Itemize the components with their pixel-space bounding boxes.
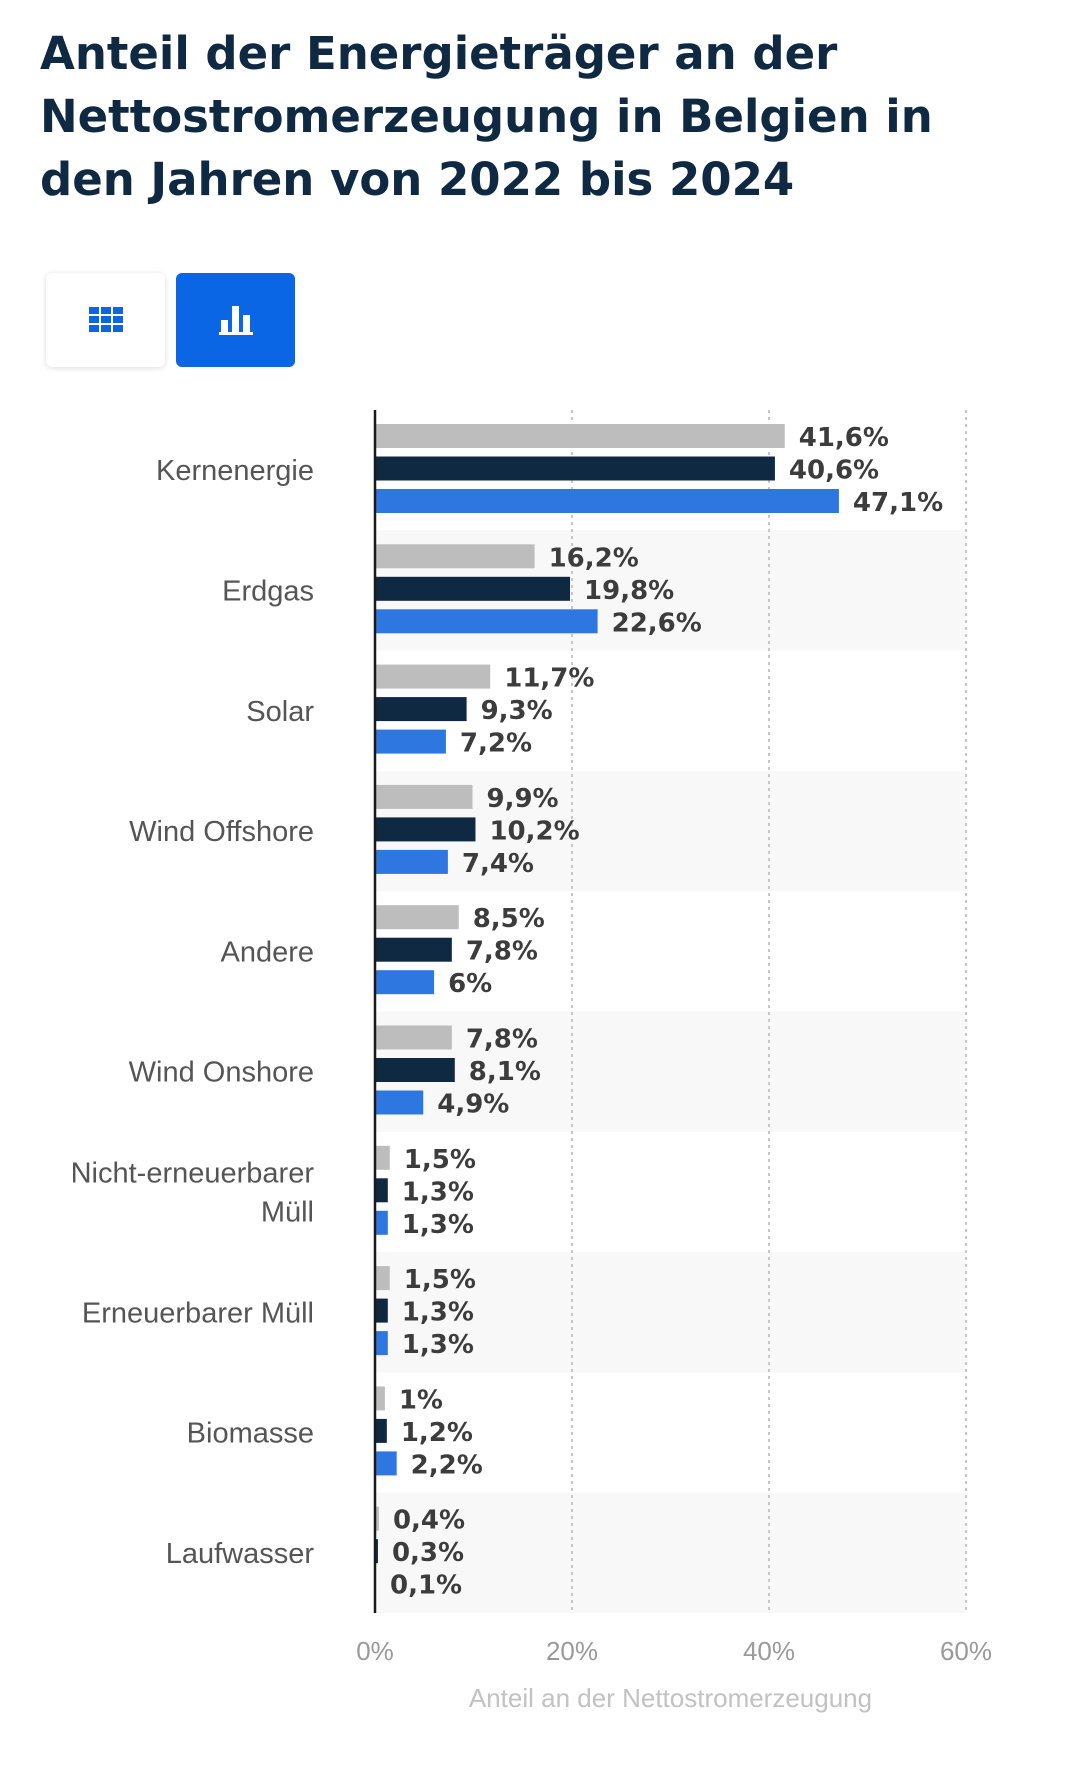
data-label: 0,1% (390, 1571, 462, 1601)
data-label: 8,5% (473, 904, 545, 934)
bar (375, 1210, 388, 1235)
bar (375, 729, 446, 754)
x-tick-label: 60% (940, 1636, 992, 1666)
x-tick-label: 0% (356, 1636, 394, 1666)
data-label: 9,3% (481, 696, 553, 726)
bar (375, 905, 459, 930)
bar (375, 1451, 397, 1476)
bar (375, 424, 785, 448)
data-label: 1% (399, 1385, 443, 1415)
data-label: 40,6% (789, 456, 879, 486)
data-label: 11,7% (504, 664, 594, 694)
bar (375, 1266, 390, 1291)
data-label: 19,8% (584, 576, 674, 606)
category-label: Erdgas (222, 575, 314, 607)
category-label: Erneuerbarer Müll (82, 1297, 314, 1329)
bar (375, 849, 448, 874)
data-label: 7,8% (466, 937, 538, 967)
bar (375, 609, 598, 634)
grid-icon (88, 307, 123, 332)
data-label: 2,2% (411, 1450, 483, 1480)
category-label: Biomasse (187, 1418, 314, 1450)
bar (375, 1331, 388, 1356)
bar (375, 1058, 455, 1082)
chart-title: Anteil der Energieträger an der Nettostr… (40, 27, 933, 206)
data-label: 1,3% (402, 1177, 474, 1207)
bar (375, 1025, 452, 1050)
data-label: 1,3% (402, 1298, 474, 1328)
data-label: 1,5% (404, 1265, 476, 1295)
bar (375, 1506, 379, 1531)
bar (375, 544, 535, 569)
chart-view-button[interactable] (176, 273, 295, 367)
data-label: 10,2% (489, 816, 579, 846)
data-label: 47,1% (853, 488, 943, 518)
category-label: Wind Offshore (129, 816, 314, 848)
data-label: 7,8% (466, 1025, 538, 1055)
data-label: 6% (448, 969, 492, 999)
category-label: Andere (220, 936, 314, 968)
bar (375, 489, 839, 513)
category-label: Laufwasser (166, 1538, 315, 1570)
data-label: 41,6% (799, 423, 889, 453)
data-label: 1,2% (401, 1418, 473, 1448)
bar (375, 970, 435, 995)
data-label: 22,6% (612, 608, 702, 638)
category-label: Müll (261, 1196, 314, 1228)
bar (375, 1298, 388, 1323)
data-label: 7,2% (460, 729, 532, 759)
bar (375, 576, 571, 601)
category-label: Solar (246, 696, 314, 728)
table-view-button[interactable] (46, 273, 165, 367)
row-band (375, 1252, 966, 1373)
data-label: 4,9% (437, 1090, 509, 1120)
bar-chart-icon (218, 306, 253, 335)
bar (375, 817, 476, 842)
category-label: Wind Onshore (129, 1057, 314, 1089)
bar (375, 1418, 387, 1443)
x-tick-label: 40% (743, 1636, 795, 1666)
bar (375, 1178, 388, 1203)
data-label: 0,4% (393, 1506, 465, 1536)
bar (375, 784, 473, 809)
bar (375, 664, 491, 689)
bar (375, 1145, 390, 1170)
data-label: 1,5% (404, 1145, 476, 1175)
data-label: 0,3% (392, 1538, 464, 1568)
data-label: 1,3% (402, 1330, 474, 1360)
bar (375, 1386, 385, 1411)
bar (375, 937, 452, 962)
bar (375, 1539, 378, 1564)
data-label: 16,2% (549, 543, 639, 573)
data-label: 7,4% (462, 849, 534, 879)
bar (375, 456, 775, 481)
row-band (375, 1011, 966, 1132)
x-axis-title: Anteil an der Nettostromerzeugung (469, 1683, 872, 1713)
row-band (375, 1492, 966, 1613)
data-label: 9,9% (487, 784, 559, 814)
category-label: Kernenergie (156, 455, 314, 487)
x-tick-label: 20% (546, 1636, 598, 1666)
bar (375, 1090, 424, 1115)
data-label: 8,1% (469, 1057, 541, 1087)
data-label: 1,3% (402, 1210, 474, 1240)
category-label: Nicht-erneuerbarer (71, 1157, 315, 1189)
bar (375, 697, 467, 722)
